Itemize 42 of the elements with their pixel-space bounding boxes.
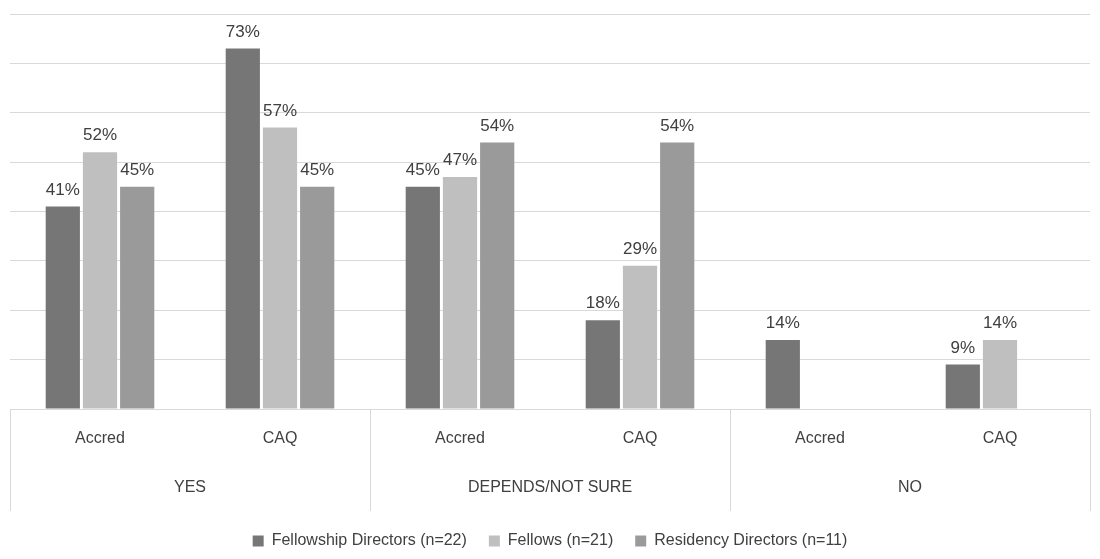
data-label: 47% — [442, 150, 478, 170]
x-tick-label: Accred — [435, 429, 485, 447]
data-label: 45% — [120, 160, 155, 179]
bar — [585, 320, 620, 409]
legend-label: Fellowship Directors (n=22) — [271, 531, 467, 549]
bar — [300, 186, 335, 409]
bar — [945, 364, 980, 409]
bar — [45, 206, 80, 409]
data-label: 14% — [982, 313, 1018, 333]
data-label: 9% — [950, 337, 976, 357]
data-label: 41% — [45, 179, 80, 199]
bar — [480, 142, 515, 409]
bar — [262, 127, 298, 409]
bar — [120, 186, 155, 409]
bar — [622, 265, 658, 409]
legend-label: Residency Directors (n=11) — [654, 531, 848, 549]
bar — [225, 48, 260, 409]
data-label: 52% — [82, 125, 118, 145]
data-label: 45% — [300, 160, 335, 179]
text: YES — [173, 478, 207, 496]
bar — [982, 339, 1018, 409]
data-label: 73% — [225, 21, 260, 41]
bar — [765, 339, 800, 409]
text: DEPENDS/NOT SURE — [467, 478, 633, 496]
x-tick-label: Accred — [75, 429, 125, 447]
x-tick-label: CAQ — [982, 429, 1018, 447]
text: NO — [898, 478, 922, 496]
bar — [660, 142, 695, 409]
x-tick-label: CAQ — [262, 429, 298, 447]
data-label: 18% — [585, 293, 620, 313]
bar — [405, 186, 440, 409]
data-label: 14% — [765, 313, 800, 333]
data-label: 57% — [262, 100, 298, 120]
data-label: 54% — [480, 115, 515, 135]
bar — [82, 152, 118, 409]
x-tick-label: Accred — [795, 429, 845, 447]
legend-label: Fellows (n=21) — [507, 531, 614, 549]
data-label: 45% — [405, 160, 440, 179]
bar — [442, 176, 478, 409]
data-label: 54% — [660, 115, 695, 135]
x-tick-label: CAQ — [622, 429, 658, 447]
data-label: 29% — [622, 239, 658, 258]
